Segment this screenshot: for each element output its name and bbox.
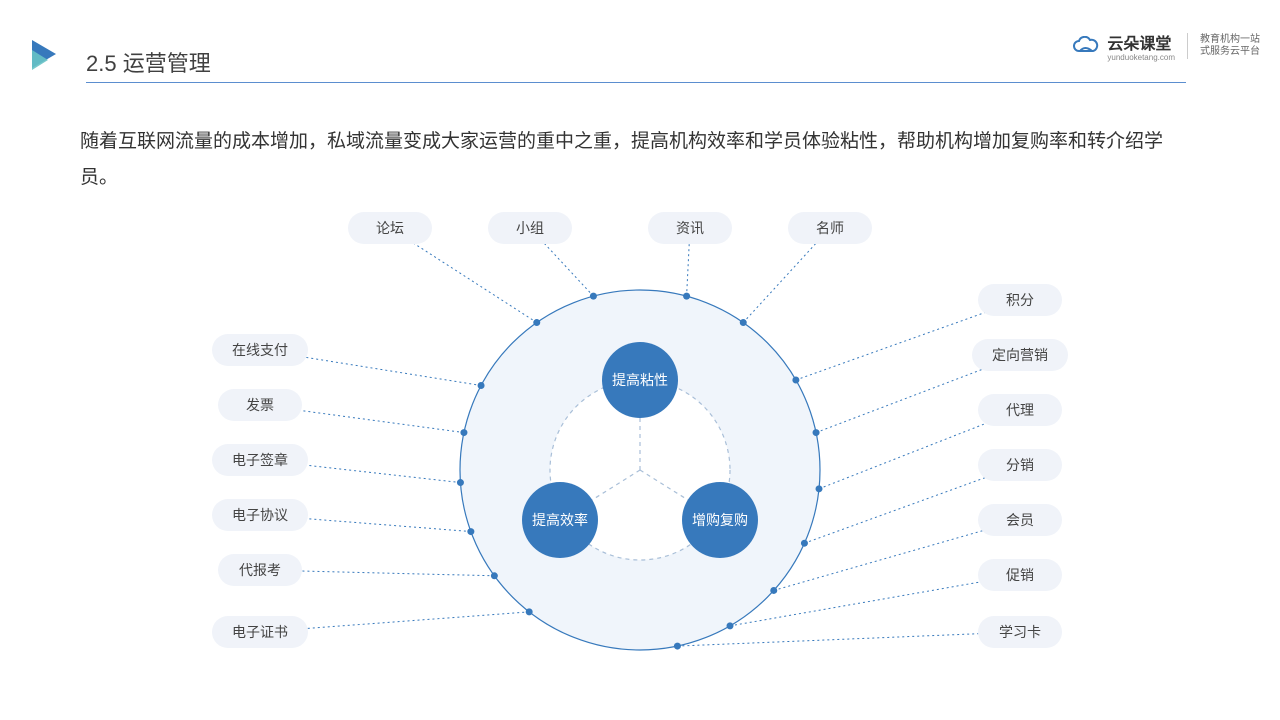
brand-name: 云朵课堂 bbox=[1107, 36, 1171, 53]
description-text: 随着互联网流量的成本增加，私域流量变成大家运营的重中之重，提高机构效率和学员体验… bbox=[80, 124, 1200, 196]
slide-bullet-icon bbox=[28, 36, 64, 72]
brand-tagline: 教育机构一站 式服务云平台 bbox=[1200, 34, 1260, 58]
pill-left-5: 电子证书 bbox=[212, 616, 308, 648]
pill-top-2: 资讯 bbox=[648, 212, 732, 244]
logo-separator bbox=[1187, 33, 1188, 59]
pill-left-1: 发票 bbox=[218, 389, 302, 421]
brand-logo: 云朵课堂 yunduoketang.com 教育机构一站 式服务云平台 bbox=[1071, 30, 1260, 62]
pill-left-4: 代报考 bbox=[218, 554, 302, 586]
pill-left-3: 电子协议 bbox=[212, 499, 308, 531]
pill-left-2: 电子签章 bbox=[212, 444, 308, 476]
pill-right-3: 分销 bbox=[978, 449, 1062, 481]
hub-efficiency: 提高效率 bbox=[522, 482, 598, 558]
pill-top-3: 名师 bbox=[788, 212, 872, 244]
radial-diagram: 论坛 小组 资讯 名师在线支付发票电子签章电子协议代报考电子证书 积分定向营销代理分销会… bbox=[0, 200, 1280, 720]
hub-stickiness: 提高粘性 bbox=[602, 342, 678, 418]
section-title: 2.5 运营管理 bbox=[86, 46, 211, 78]
pill-right-6: 学习卡 bbox=[978, 616, 1062, 648]
brand-sub: yunduoketang.com bbox=[1107, 54, 1175, 62]
pill-right-4: 会员 bbox=[978, 504, 1062, 536]
pill-right-1: 定向营销 bbox=[972, 339, 1068, 371]
cloud-icon bbox=[1071, 36, 1099, 56]
pill-left-0: 在线支付 bbox=[212, 334, 308, 366]
pill-right-0: 积分 bbox=[978, 284, 1062, 316]
hub-repurchase: 增购复购 bbox=[682, 482, 758, 558]
header-rule bbox=[86, 82, 1186, 83]
pill-top-1: 小组 bbox=[488, 212, 572, 244]
pill-top-0: 论坛 bbox=[348, 212, 432, 244]
pill-right-2: 代理 bbox=[978, 394, 1062, 426]
pill-right-5: 促销 bbox=[978, 559, 1062, 591]
